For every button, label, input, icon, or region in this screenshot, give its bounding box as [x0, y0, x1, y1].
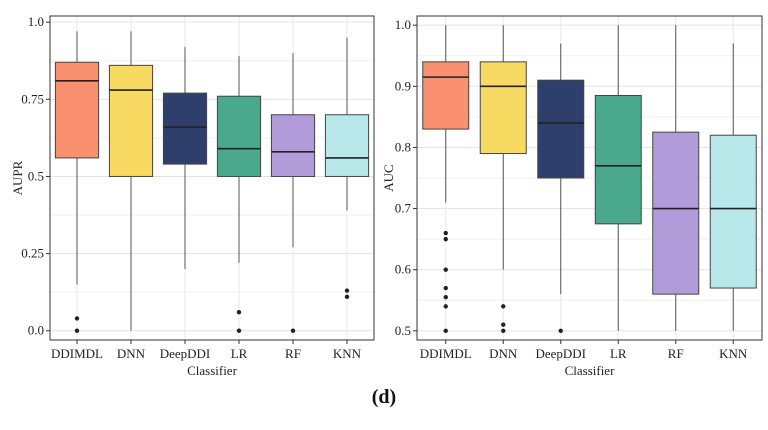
x-tick-label: DDIMDL [51, 346, 103, 361]
outlier-point [290, 328, 296, 333]
x-tick-label: RF [668, 346, 684, 361]
plot-frame [416, 15, 763, 341]
outlier-point [501, 304, 506, 309]
y-tick-label: 1.0 [28, 14, 44, 29]
outlier-point [558, 328, 563, 334]
x-axis-title: Classifier [187, 363, 237, 378]
box-ddimdl [422, 61, 470, 130]
outlier-point [443, 328, 448, 334]
outlier-point [236, 310, 242, 315]
outlier-point [74, 316, 80, 321]
y-tick-label: 1.0 [395, 17, 411, 32]
y-tick-label: 0.6 [395, 262, 412, 277]
x-tick-label: RF [285, 346, 301, 361]
box-dnn [479, 61, 527, 155]
y-axis-title: AUC [381, 164, 396, 191]
outlier-point [344, 288, 350, 293]
box-deepddi [162, 92, 208, 165]
box-deepddi [537, 79, 585, 179]
y-tick-label: 0.75 [21, 91, 44, 106]
y-tick-label: 0.5 [28, 168, 44, 183]
aupr-panel: 0.0 0.25 0.5 0.75 1.0 DDIMDL DNN DeepDDI LR RF KNN… [10, 14, 375, 378]
x-tick-label: DeepDDI [535, 346, 586, 361]
outlier-point [344, 294, 350, 299]
box-lr [216, 95, 262, 177]
y-axis-title: AUPR [10, 160, 25, 195]
figure-caption: (d) [371, 386, 397, 408]
outlier-point [74, 328, 80, 333]
box-ddimdl [54, 61, 100, 159]
x-tick-label: DeepDDI [160, 346, 211, 361]
box-knn [324, 114, 370, 177]
outlier-point [443, 285, 448, 291]
y-tick-label: 0.25 [21, 246, 44, 261]
y-tick-label: 0.7 [395, 201, 412, 216]
x-tick-label: LR [610, 346, 627, 361]
outlier-point [236, 328, 242, 333]
outlier-point [443, 230, 448, 236]
outlier-point [443, 304, 448, 309]
x-tick-label: DNN [117, 346, 146, 361]
outlier-point [443, 295, 448, 300]
outlier-point [501, 322, 506, 327]
x-tick-label: KNN [333, 346, 362, 361]
x-tick-label: DNN [489, 346, 518, 361]
outlier-point [443, 236, 448, 242]
box-rf [270, 114, 316, 177]
plot-frame [49, 15, 375, 341]
x-tick-label: LR [231, 346, 248, 361]
x-axis-title: Classifier [565, 363, 615, 378]
y-tick-label: 0.0 [28, 323, 44, 338]
box-lr [594, 94, 642, 225]
x-tick-label: DDIMDL [420, 346, 472, 361]
box-knn [709, 134, 757, 289]
y-tick-label: 0.5 [395, 323, 411, 338]
y-tick-label: 0.9 [395, 78, 411, 93]
outlier-point [443, 267, 448, 272]
auc-panel: 0.5 0.6 0.7 0.8 0.9 1.0 DDIMDL DNN DeepDDI LR RF KN… [381, 15, 763, 378]
x-tick-label: KNN [719, 346, 748, 361]
box-rf [652, 131, 700, 295]
box-dnn [108, 64, 154, 177]
outlier-point [501, 328, 506, 334]
y-tick-label: 0.8 [395, 139, 411, 154]
